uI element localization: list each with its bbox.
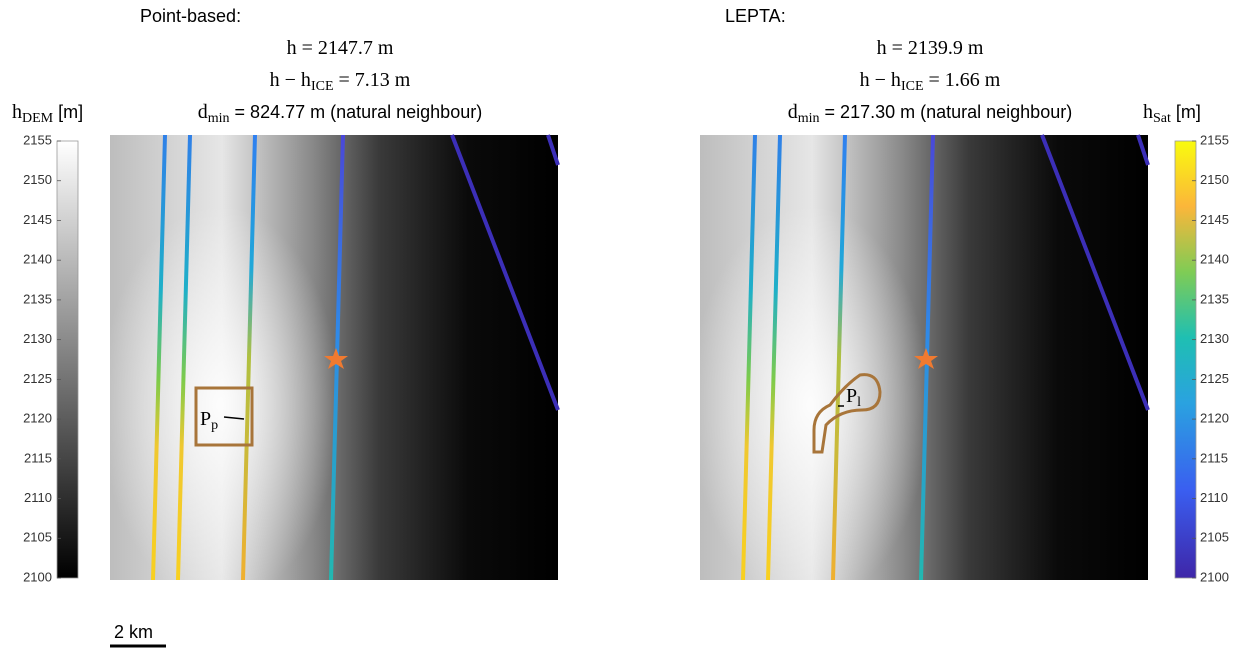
stat-line: dmin = 217.30 m (natural neighbour)	[788, 101, 1072, 126]
figure: Point-based: h = 2147.7 m h − hICE = 7.1…	[0, 0, 1251, 648]
stat-line: dmin = 824.77 m (natural neighbour)	[198, 101, 482, 126]
colorbar-tick-label: 2115	[24, 450, 52, 465]
colorbar-tick-label: 2105	[1200, 530, 1229, 545]
colorbar-label: hSat [m]	[1143, 101, 1201, 126]
colorbar-tick-label: 2145	[23, 212, 52, 227]
colorbar-tick-label: 2120	[1200, 411, 1229, 426]
stat-line: h − hICE = 1.66 m	[860, 69, 1001, 94]
panel-title: LEPTA:	[725, 6, 786, 26]
colorbar	[57, 141, 78, 578]
colorbar-label: hDEM [m]	[12, 101, 83, 126]
colorbar-tick-label: 2150	[1200, 172, 1229, 187]
colorbar-tick-label: 2125	[23, 371, 52, 386]
panel-title: Point-based:	[140, 6, 241, 26]
colorbar-tick-label: 2120	[23, 411, 52, 426]
map-panel	[690, 135, 1148, 605]
colorbar-tick-label: 2150	[23, 172, 52, 187]
colorbar-tick-label: 2155	[23, 132, 52, 147]
colorbar-tick-label: 2135	[23, 291, 52, 306]
colorbar-tick-label: 2130	[23, 331, 52, 346]
colorbar-tick-label: 2130	[1200, 331, 1229, 346]
colorbar-tick-label: 2110	[1200, 490, 1228, 505]
colorbar-tick-label: 2100	[23, 569, 52, 584]
colorbar-tick-label: 2145	[1200, 212, 1229, 227]
colorbar-tick-label: 2105	[23, 530, 52, 545]
colorbar-tick-label: 2155	[1200, 132, 1229, 147]
colorbar-tick-label: 2140	[23, 252, 52, 267]
stat-line: h − hICE = 7.13 m	[270, 69, 411, 94]
colorbar-tick-label: 2110	[24, 490, 52, 505]
colorbar-tick-label: 2115	[1200, 450, 1228, 465]
stat-line: h = 2139.9 m	[877, 37, 984, 59]
colorbar	[1175, 141, 1196, 578]
colorbar-tick-label: 2140	[1200, 252, 1229, 267]
colorbar-tick-label: 2100	[1200, 569, 1229, 584]
scale-bar-label: 2 km	[114, 622, 153, 642]
colorbar-tick-label: 2125	[1200, 371, 1229, 386]
map-panel	[100, 135, 558, 605]
colorbar-tick-label: 2135	[1200, 291, 1229, 306]
stat-line: h = 2147.7 m	[287, 37, 394, 59]
